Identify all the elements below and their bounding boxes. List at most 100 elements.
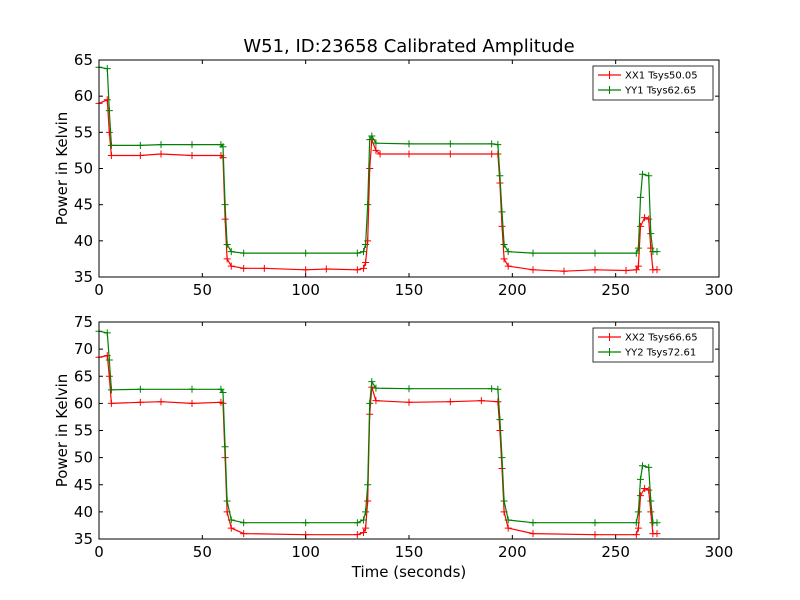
data-point-marker	[157, 398, 165, 406]
x-tick-label: 50	[193, 543, 212, 561]
data-point-marker	[634, 262, 642, 270]
data-point-marker	[362, 240, 370, 248]
data-point-marker	[632, 266, 640, 274]
series-1-1	[95, 96, 661, 275]
x-tick-label: 250	[601, 281, 630, 299]
data-point-marker	[302, 249, 310, 257]
data-point-marker	[188, 385, 196, 393]
data-point-marker	[591, 266, 599, 274]
data-point-marker	[500, 255, 508, 263]
data-point-marker	[560, 267, 568, 275]
data-point-marker	[653, 248, 661, 256]
y-tick-label: 75	[74, 313, 93, 331]
series-2-2	[95, 327, 661, 527]
data-point-marker	[136, 398, 144, 406]
data-point-marker	[105, 372, 113, 380]
x-tick-label: 0	[94, 281, 104, 299]
data-point-marker	[488, 140, 496, 148]
data-point-marker	[136, 141, 144, 149]
y-tick-label: 55	[74, 422, 93, 440]
y-tick-label: 45	[74, 196, 93, 214]
y-tick-label: 40	[74, 232, 93, 250]
data-point-marker	[136, 385, 144, 393]
data-point-marker	[107, 141, 115, 149]
data-point-marker	[591, 531, 599, 539]
data-point-marker	[136, 151, 144, 159]
data-point-marker	[591, 249, 599, 257]
y-axis-label: Power in Kelvin	[53, 112, 71, 226]
data-point-marker	[636, 222, 644, 230]
y-tick-label: 45	[74, 476, 93, 494]
data-point-marker	[529, 249, 537, 257]
x-tick-label: 300	[705, 543, 734, 561]
data-point-marker	[219, 389, 227, 397]
data-point-marker	[364, 201, 372, 209]
data-point-marker	[496, 416, 504, 424]
data-point-marker	[641, 485, 649, 493]
x-tick-label: 250	[601, 543, 630, 561]
data-point-marker	[636, 492, 644, 500]
data-point-marker	[360, 264, 368, 272]
data-point-marker	[103, 96, 111, 104]
data-point-marker	[372, 139, 380, 147]
data-point-marker	[260, 264, 268, 272]
data-point-marker	[240, 264, 248, 272]
series-1-2	[95, 63, 661, 257]
subplot-1: 0 50 100 150 200 250 300 35 40 45 50 55 60 65 Power in…	[53, 51, 733, 299]
y-tick-label: 50	[74, 449, 93, 467]
data-point-marker	[591, 519, 599, 527]
data-point-marker	[107, 399, 115, 407]
data-point-marker	[636, 193, 644, 201]
data-point-marker	[223, 240, 231, 248]
x-tick-label: 200	[498, 281, 527, 299]
legend-label: YY1 Tsys62.65	[624, 86, 696, 97]
data-point-marker	[366, 399, 374, 407]
data-point-marker	[105, 107, 113, 115]
data-point-marker	[103, 329, 111, 337]
data-point-marker	[494, 398, 502, 406]
subplot-2: 0 50 100 150 200 250 300 35 40 45 50 55 60 65 70 75 Powe…	[53, 313, 733, 581]
data-point-marker	[634, 508, 642, 516]
data-point-marker	[368, 378, 376, 386]
data-point-marker	[500, 497, 508, 505]
data-point-marker	[360, 516, 368, 524]
data-point-marker	[302, 519, 310, 527]
data-point-marker	[504, 516, 512, 524]
data-point-marker	[221, 443, 229, 451]
data-point-marker	[360, 528, 368, 536]
data-point-marker	[372, 384, 380, 392]
y-tick-label: 65	[74, 367, 93, 385]
data-point-marker	[405, 398, 413, 406]
data-point-marker	[634, 244, 642, 252]
data-point-marker	[632, 249, 640, 257]
data-point-marker	[498, 208, 506, 216]
data-point-marker	[157, 150, 165, 158]
data-point-marker	[645, 486, 653, 494]
data-point-marker	[645, 463, 653, 471]
data-point-marker	[446, 398, 454, 406]
data-point-marker	[188, 399, 196, 407]
data-point-marker	[496, 172, 504, 180]
data-point-marker	[477, 397, 485, 405]
data-point-marker	[103, 352, 111, 360]
legend-label: YY2 Tsys72.61	[624, 348, 696, 359]
data-point-marker	[639, 170, 647, 178]
y-tick-label: 55	[74, 123, 93, 141]
data-point-marker	[105, 356, 113, 364]
x-tick-label: 150	[395, 543, 424, 561]
data-point-marker	[368, 132, 376, 140]
data-point-marker	[353, 249, 361, 257]
figure-title: W51, ID:23658 Calibrated Amplitude	[243, 36, 574, 57]
data-point-marker	[362, 259, 370, 267]
data-point-marker	[103, 65, 111, 73]
data-point-marker	[372, 397, 380, 405]
data-point-marker	[227, 248, 235, 256]
data-point-marker	[353, 266, 361, 274]
data-point-marker	[504, 524, 512, 532]
data-point-marker	[362, 524, 370, 532]
legend-label: XX1 Tsys50.05	[625, 71, 698, 82]
data-point-marker	[366, 136, 374, 144]
data-point-marker	[219, 143, 227, 151]
